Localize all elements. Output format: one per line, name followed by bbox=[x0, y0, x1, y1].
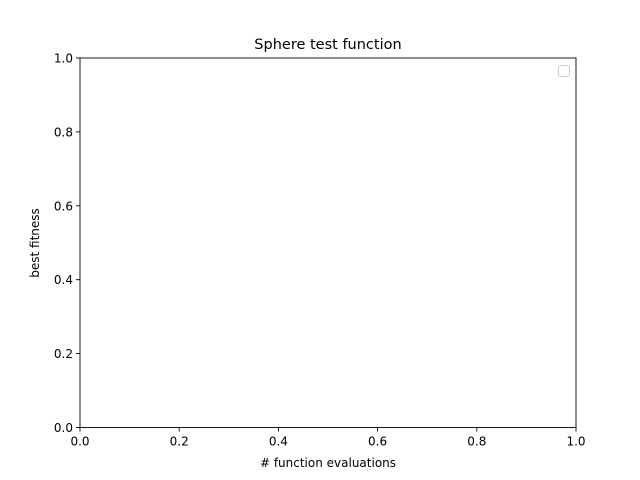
y-tick-label: 0.2 bbox=[54, 347, 73, 361]
x-tick-label: 1.0 bbox=[566, 435, 585, 449]
y-axis-label: best fitness bbox=[28, 208, 42, 278]
x-tick-label: 0.2 bbox=[170, 435, 189, 449]
y-tick-label: 0.4 bbox=[54, 273, 73, 287]
y-axis-ticks: 0.0 0.2 0.4 0.6 0.8 1.0 bbox=[54, 52, 80, 435]
x-axis-ticks: 0.0 0.2 0.4 0.6 0.8 1.0 bbox=[70, 427, 586, 449]
x-tick-label: 0.0 bbox=[70, 435, 89, 449]
y-tick-label: 0.6 bbox=[54, 199, 73, 213]
plot-area bbox=[79, 57, 577, 428]
y-tick-label: 1.0 bbox=[54, 52, 73, 66]
x-tick-label: 0.6 bbox=[368, 435, 387, 449]
y-tick-label: 0.0 bbox=[54, 421, 73, 435]
chart-title: Sphere test function bbox=[254, 37, 401, 53]
y-tick-label: 0.8 bbox=[54, 125, 73, 139]
x-axis-label: # function evaluations bbox=[260, 456, 396, 470]
x-tick-label: 0.8 bbox=[467, 435, 486, 449]
legend-box bbox=[558, 65, 570, 77]
x-tick-label: 0.4 bbox=[269, 435, 288, 449]
